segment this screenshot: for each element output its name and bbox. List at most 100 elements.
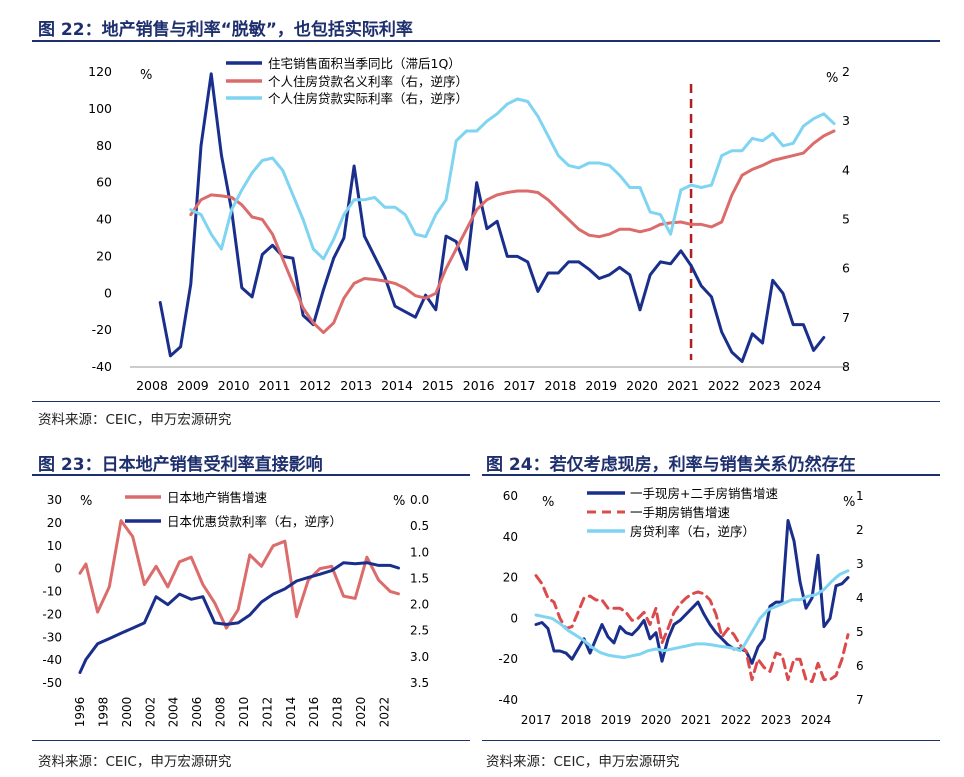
c23-ytick-left: 30: [47, 493, 62, 507]
c23-series-1: [78, 561, 400, 674]
chart22-title-rule: [32, 40, 940, 42]
chart24-source: 资料来源：CEIC，申万宏源研究: [486, 754, 680, 770]
c23-ytick-left: -30: [42, 630, 62, 644]
c22-ytick-right: 2: [842, 64, 850, 79]
c23-ytick-left: -20: [42, 607, 62, 621]
c24-xtick: 2024: [801, 713, 832, 727]
c22-xtick: 2013: [340, 378, 372, 393]
c22-ytick-left: 20: [96, 248, 112, 263]
c22-xtick: 2010: [218, 378, 250, 393]
chart23-title-rule: [32, 474, 470, 476]
c23-xtick: 2000: [120, 697, 134, 728]
c24-ytick-left: 40: [503, 530, 518, 544]
c23-xtick: 2018: [331, 697, 345, 728]
c22-xtick: 2012: [299, 378, 331, 393]
chart23-source-rule: [32, 740, 470, 741]
c23-xtick: 2016: [307, 697, 321, 728]
chart23-title: 图 23：日本地产销售受利率直接影响: [38, 455, 323, 475]
c23-ytick-right: 1.0: [410, 545, 429, 559]
c23-xtick: 2010: [237, 697, 251, 728]
c23-ytick-right: 3.5: [410, 676, 429, 690]
c23-xtick: 2002: [143, 697, 157, 728]
chart23-legend-label-rate: 日本优惠贷款利率（右，逆序）: [167, 514, 342, 529]
c23-xtick: 2004: [167, 697, 181, 728]
c24-ytick-right: 1: [856, 489, 864, 503]
c24-ytick-left: -40: [498, 693, 518, 707]
chart24-legend-label-rate: 房贷利率（右，逆序）: [630, 524, 755, 539]
c24-ytick-left: -20: [498, 652, 518, 666]
chart23-right-unit: %: [393, 494, 405, 509]
chart22-legend-label-real: 个人住房贷款实际利率（右，逆序）: [268, 91, 468, 106]
c24-series-1: [534, 574, 850, 684]
c22-xtick: 2020: [626, 378, 658, 393]
chart22-left-unit: %: [140, 68, 152, 83]
c23-ytick-left: 0: [54, 562, 62, 576]
c22-ytick-right: 7: [842, 310, 850, 325]
c22-xtick: 2011: [259, 378, 291, 393]
c23-xtick: 2022: [377, 697, 391, 728]
c22-ytick-right: 4: [842, 162, 850, 177]
c24-xtick: 2017: [521, 713, 552, 727]
c22-xtick: 2016: [463, 378, 495, 393]
c24-series-0: [534, 519, 850, 665]
c23-xtick: 1998: [96, 697, 110, 728]
c23-ytick-left: 10: [47, 539, 62, 553]
c22-xtick: 2022: [708, 378, 740, 393]
c24-ytick-right: 3: [856, 557, 864, 571]
c24-ytick-right: 4: [856, 591, 864, 605]
chart24-left-unit: %: [542, 495, 554, 510]
c22-series-2: [189, 97, 836, 261]
c22-ytick-left: -40: [92, 359, 112, 374]
c22-ytick-left: 60: [96, 175, 112, 190]
c22-series-1: [189, 129, 836, 335]
chart24-right-unit: %: [843, 495, 855, 510]
chart23-legend-label-sales: 日本地产销售增速: [167, 490, 268, 505]
c22-xtick: 2015: [422, 378, 454, 393]
c24-ytick-left: 0: [510, 611, 518, 625]
chart24-source-rule: [482, 740, 940, 741]
c23-ytick-left: -10: [42, 585, 62, 599]
chart24-legend-label-presale: 一手期房销售增速: [630, 505, 731, 520]
c23-xtick: 2020: [354, 697, 368, 728]
c24-xtick: 2023: [761, 713, 792, 727]
c24-xtick: 2020: [641, 713, 672, 727]
c24-ytick-right: 5: [856, 625, 864, 639]
c23-xtick: 2014: [284, 697, 298, 728]
c24-ytick-right: 7: [856, 693, 864, 707]
c24-ytick-left: 20: [503, 571, 518, 585]
c22-xtick: 2023: [749, 378, 781, 393]
chart24-title-rule: [482, 474, 940, 476]
c23-ytick-right: 0.0: [410, 493, 429, 507]
c23-xtick: 1996: [73, 697, 87, 728]
chart23-left-unit: %: [80, 494, 92, 509]
c22-ytick-right: 8: [842, 359, 850, 374]
chart22-legend: 住宅销售面积当季同比（滞后1Q） 个人住房贷款名义利率（右，逆序） 个人住房贷款…: [226, 56, 468, 106]
c22-xtick: 2008: [136, 378, 168, 393]
c22-ytick-right: 5: [842, 212, 850, 227]
c23-ytick-left: -40: [42, 653, 62, 667]
chart22-legend-label-nominal: 个人住房贷款名义利率（右，逆序）: [268, 74, 468, 89]
c23-xtick: 2006: [190, 697, 204, 728]
c22-ytick-left: 0: [104, 285, 112, 300]
c22-ytick-left: 120: [88, 64, 112, 79]
c23-ytick-left: -50: [42, 676, 62, 690]
c23-ytick-right: 3.0: [410, 650, 429, 664]
chart22: -40 -20 0 20 40 60 80 100 120 2 3 4 5 6 7 8 2008 2009 20…: [88, 56, 850, 393]
c22-xtick: 2017: [504, 378, 536, 393]
chart24-legend: 一手现房+二手房销售增速 一手期房销售增速 房贷利率（右，逆序）: [587, 486, 778, 539]
c23-series-0: [78, 519, 400, 630]
c22-xtick: 2021: [667, 378, 699, 393]
chart24-legend-label-existing: 一手现房+二手房销售增速: [630, 486, 778, 501]
c24-xtick: 2021: [681, 713, 712, 727]
c24-xtick: 2019: [601, 713, 632, 727]
c22-ytick-left: 40: [96, 212, 112, 227]
c23-ytick-right: 1.5: [410, 571, 429, 585]
c23-ytick-right: 0.5: [410, 519, 429, 533]
c22-ytick-left: 100: [88, 101, 112, 116]
c22-ytick-left: 80: [96, 138, 112, 153]
c24-ytick-right: 2: [856, 523, 864, 537]
chart23-source: 资料来源：CEIC，申万宏源研究: [38, 754, 232, 770]
chart24-title: 图 24：若仅考虑现房，利率与销售关系仍然存在: [486, 455, 856, 475]
